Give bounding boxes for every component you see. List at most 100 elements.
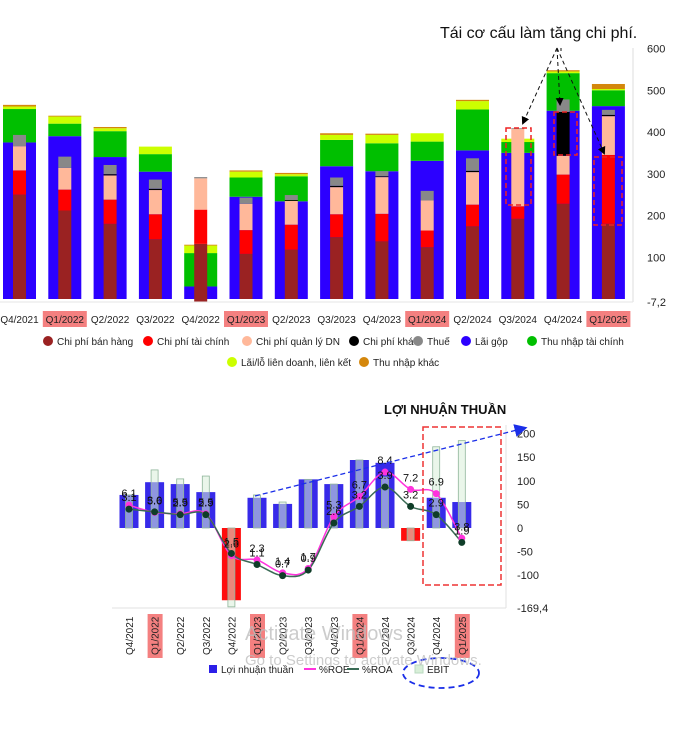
bar-chi-phi-quan-ly-dn [148,190,162,215]
ebit-bar [457,440,466,529]
bar-chi-phi-tai-chinh [103,199,117,224]
bar-chi-phi-tai-chinh [466,204,479,227]
x-tick-label: Q4/2023 [363,315,402,326]
roe-point [125,501,133,509]
x-tick-label: Q4/2022 [182,315,221,326]
bar-chi-phi-ban-hang [13,194,26,299]
bar-chi-phi-khac [148,188,162,191]
ebit-bar [176,478,185,529]
bar-chi-phi-quan-ly-dn [103,175,117,200]
bar-chi-phi-khac [466,170,479,173]
x-label-highlight [224,311,268,327]
bar-chi-phi-khac [284,200,298,201]
roe-data-label: 2.6 [224,539,239,551]
x-tick-label: Q1/2024 [355,616,366,655]
roa-data-label: 2.9 [198,498,213,510]
roa-data-label: 1.9 [454,525,469,537]
roe-point [458,534,466,542]
roe-point [330,513,338,521]
ebit-legend-circle [402,657,480,689]
legend-marker-lai-lo-lien-doanh-lien-ket [227,357,237,367]
roe-data-label: 5.5 [173,497,188,509]
bar-thu-nhap-khac [456,99,489,102]
y-tick-label: 100 [517,476,535,488]
bar-chi-phi-quan-ly-dn [13,146,26,171]
legend-label: EBIT [427,665,449,676]
roa-point [355,502,363,510]
legend-marker-ebit [414,664,424,674]
roa-data-label: 1.5 [224,536,239,548]
top-bars [3,70,625,303]
roa-point [151,508,159,516]
roe-data-label: 5.3 [326,500,341,512]
bar-thu-nhap-khac [229,170,263,172]
bar-thu-nhap-khac [48,115,82,117]
roa-data-label: 3.9 [377,470,392,482]
legend-label: Thu nhập tài chính [541,337,624,348]
net-profit-bar [452,502,472,528]
bar-chi-phi-quan-ly-dn [239,203,253,231]
x-tick-label: Q4/2023 [330,616,341,655]
y-tick-label: -7,2 [647,297,666,309]
bar-chi-phi-quan-ly-dn [556,155,570,175]
bar-thue [13,134,26,147]
bar-chi-phi-quan-ly-dn [194,178,208,210]
ebit-bar [381,476,389,529]
ebit-bar [329,483,338,529]
roa-point [458,538,466,546]
bar-chi-phi-ban-hang [284,249,298,299]
bottom-lines [128,471,463,578]
bar-thue [103,164,117,175]
bar-chi-phi-ban-hang [556,203,570,299]
roe-data-label: 8.4 [377,455,392,467]
top-legend: Chi phí bán hàng Chi phí tài chính Chi phí… [43,336,624,369]
roe-data-label: 3.8 [454,521,469,533]
bar-chi-phi-quan-ly-dn [601,116,615,155]
annotation-arrow [555,47,564,106]
roa-point [125,505,133,513]
bar-thu-nhap-tai-chinh [456,109,489,151]
legend-marker-chi-phi-quan-ly-dn [242,336,252,346]
bar-lai-lo-lien-doanh-lien-ket [229,171,263,178]
bar-lai-lo-lien-doanh-lien-ket [93,128,127,132]
bar-thu-nhap-tai-chinh [410,141,444,161]
bar-thu-nhap-khac [365,133,399,135]
bar-lai-lo-lien-doanh-lien-ket [320,134,354,140]
net-profit-bar [426,497,446,528]
bar-chi-phi-ban-hang [103,223,117,299]
bar-chi-phi-ban-hang [420,247,434,299]
bar-thu-nhap-tai-chinh [93,131,127,158]
x-tick-label: Q2/2022 [91,315,130,326]
bar-chi-phi-tai-chinh [239,230,253,254]
y-tick-label: 600 [647,44,665,56]
x-label-highlight [454,614,470,658]
x-tick-label: Q1/2022 [46,315,85,326]
ebit-bar [406,527,415,542]
y-tick-label: 0 [517,523,523,535]
bar-chi-phi-quan-ly-dn [284,200,298,225]
bottom-data-labels: 6.1 5.6 5.5 5.5 2.6 2.3 1.4 1.7 5.3 6.7 8.4 7.2 6.9 3… [121,455,469,571]
x-tick-label: Q1/2022 [151,616,162,655]
legend-marker-chi-phi-tai-chinh [143,336,153,346]
bar-thu-nhap-khac [591,83,625,89]
bar-chi-phi-tai-chinh [148,214,162,240]
bar-chi-phi-tai-chinh [601,154,615,224]
bar-chi-phi-ban-hang [330,237,344,299]
top-x-labels: Q4/2021 Q1/2022 Q2/2022 Q3/2022 Q4/2022 Q1/20… [0,311,631,327]
bar-chi-phi-khac [556,111,570,156]
bar-chi-phi-quan-ly-dn [330,187,344,215]
bar-chi-phi-khac [103,174,117,176]
roe-data-label: 5.6 [147,495,162,507]
x-tick-label: Q2/2023 [272,315,311,326]
net-profit-bar [196,492,216,528]
ebit-bar [150,469,159,529]
y-tick-label: 50 [517,499,529,511]
roa-data-label: 3.0 [147,495,162,507]
roa-point [432,511,440,519]
y-tick-label: -169,4 [517,603,548,615]
ebit-bar [432,446,441,529]
bar-thue [194,177,208,179]
bar-chi-phi-quan-ly-dn [511,129,525,207]
roa-point [279,572,287,580]
ebit-bar [201,475,210,529]
